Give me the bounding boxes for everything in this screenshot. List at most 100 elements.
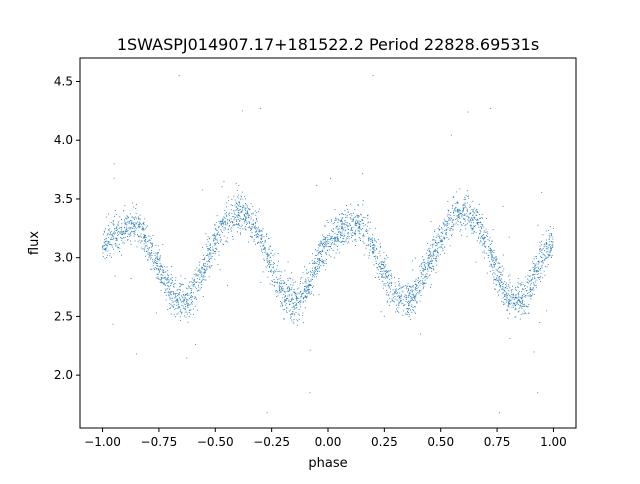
data-point — [222, 221, 224, 223]
data-point — [468, 216, 470, 218]
data-point — [206, 246, 208, 247]
data-point — [509, 302, 511, 304]
data-point — [440, 235, 442, 237]
data-point-outlier — [259, 108, 261, 109]
data-point — [283, 290, 285, 292]
data-point — [208, 248, 209, 250]
data-point — [204, 258, 205, 260]
data-point — [305, 296, 307, 298]
data-point — [452, 224, 454, 226]
data-point — [521, 300, 523, 302]
data-point — [143, 224, 145, 226]
data-point — [538, 263, 540, 265]
data-point — [180, 275, 182, 277]
data-point — [188, 286, 190, 288]
data-point — [267, 261, 269, 262]
data-point — [464, 202, 466, 204]
data-point — [305, 296, 306, 298]
data-point — [548, 251, 550, 253]
data-point — [236, 219, 238, 221]
data-point — [454, 208, 456, 210]
data-point — [515, 303, 517, 305]
data-point — [441, 227, 442, 229]
data-point — [515, 294, 517, 296]
data-point — [410, 298, 412, 300]
data-point — [430, 220, 432, 222]
data-point-outlier — [537, 392, 539, 394]
data-point — [244, 226, 246, 227]
data-point — [223, 235, 225, 237]
data-point — [509, 295, 511, 297]
data-point — [428, 266, 430, 268]
data-point — [371, 240, 373, 241]
data-point — [301, 293, 303, 295]
data-point — [417, 279, 419, 281]
data-point — [338, 220, 340, 222]
data-point — [350, 233, 352, 235]
data-point — [524, 288, 526, 289]
data-point — [456, 208, 458, 210]
data-point — [246, 217, 248, 219]
data-point — [207, 266, 209, 268]
data-point — [480, 226, 482, 228]
data-point — [543, 254, 545, 256]
data-point — [234, 224, 236, 226]
data-point — [506, 309, 508, 311]
data-point — [520, 297, 522, 299]
data-point — [255, 214, 257, 216]
data-point — [325, 259, 327, 260]
data-point — [404, 297, 406, 298]
data-point — [443, 236, 445, 238]
data-point — [537, 267, 539, 269]
data-point — [306, 295, 308, 297]
data-point — [167, 273, 169, 275]
data-point — [393, 300, 394, 302]
data-point — [303, 289, 305, 291]
data-point — [448, 223, 450, 225]
data-point — [256, 229, 258, 231]
data-point — [239, 206, 241, 208]
data-point — [242, 210, 243, 212]
data-point — [234, 217, 236, 219]
data-point — [417, 292, 419, 293]
data-point — [242, 208, 244, 210]
data-point — [112, 232, 114, 234]
data-point — [133, 222, 135, 224]
data-point — [132, 226, 134, 228]
data-point — [348, 211, 349, 213]
data-point — [533, 271, 535, 273]
data-point — [335, 237, 337, 239]
data-point — [448, 219, 450, 221]
data-point — [300, 301, 302, 303]
data-point — [254, 227, 256, 229]
data-point — [261, 238, 262, 240]
data-point — [109, 255, 111, 257]
data-point — [431, 261, 433, 263]
data-point — [426, 249, 428, 251]
data-point — [292, 311, 294, 313]
data-point — [509, 274, 511, 276]
data-point — [211, 252, 213, 254]
data-point — [205, 279, 207, 281]
data-point — [285, 295, 287, 297]
data-point — [291, 272, 293, 274]
data-point — [363, 242, 365, 244]
data-point — [334, 257, 335, 259]
data-point — [119, 251, 120, 253]
data-point — [371, 237, 373, 239]
data-point — [471, 217, 472, 219]
data-point — [129, 227, 131, 229]
data-point — [327, 222, 329, 224]
data-point — [331, 237, 333, 239]
data-point — [204, 272, 205, 274]
data-point — [377, 239, 379, 241]
data-point — [394, 301, 395, 303]
data-point — [363, 225, 365, 227]
data-point — [183, 303, 185, 305]
data-point — [119, 226, 121, 228]
data-point — [215, 251, 217, 252]
data-point — [483, 231, 485, 233]
data-point — [356, 222, 357, 224]
data-point — [168, 294, 170, 296]
data-point — [531, 277, 533, 279]
